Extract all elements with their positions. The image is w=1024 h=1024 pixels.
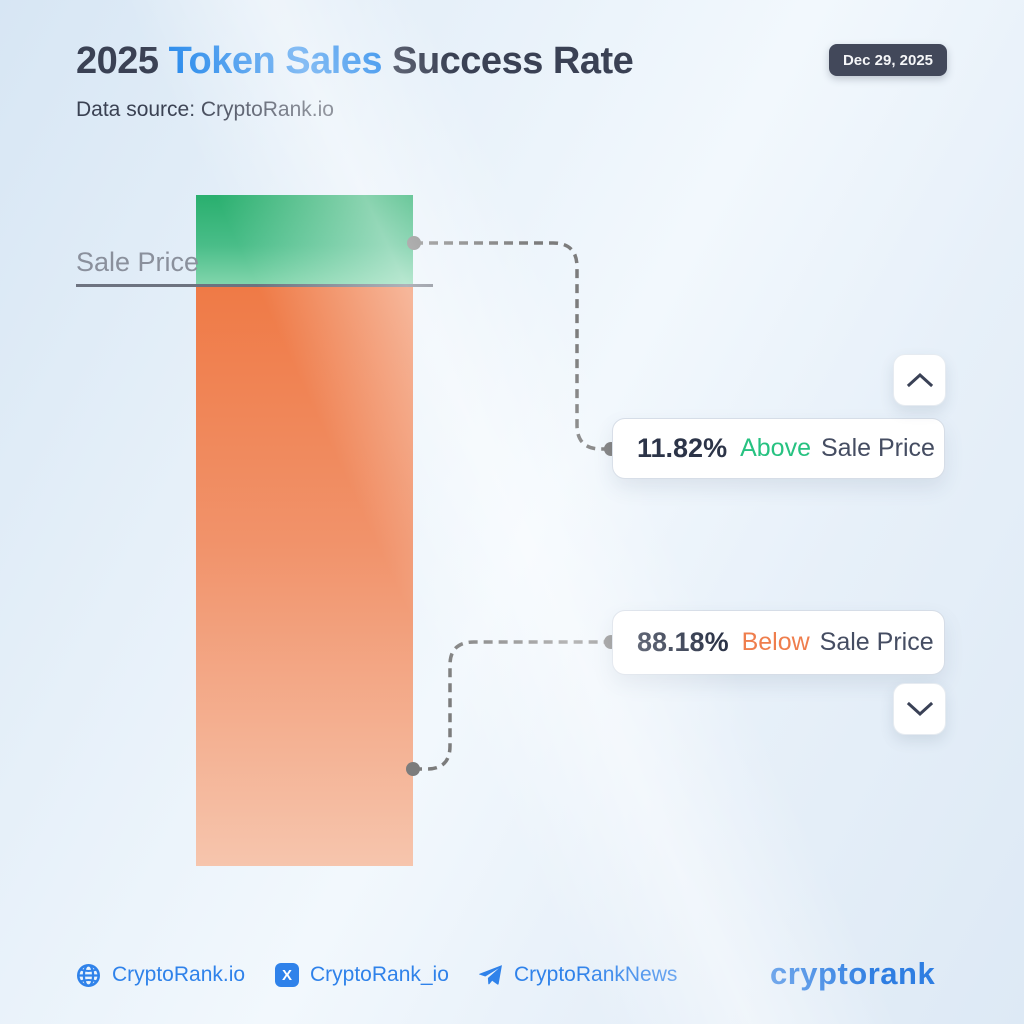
x-icon: X <box>275 963 299 987</box>
above-percent-value: 11.82% <box>637 433 728 463</box>
annotation-card-below: 88.18% Below Sale Price <box>612 610 945 675</box>
below-keyword: Below <box>741 628 810 656</box>
bar-segment-below-sale-price <box>196 286 413 866</box>
chevron-up-icon <box>906 372 933 388</box>
connector-below <box>413 640 607 771</box>
annotation-card-above: 11.82% Above Sale Price <box>612 418 945 479</box>
brand-logo: cryptorank <box>770 956 936 991</box>
chevron-down-button[interactable] <box>893 683 946 735</box>
data-source-subtitle: Data source: CryptoRank.io <box>76 98 334 121</box>
sale-price-baseline <box>76 284 433 287</box>
chevron-down-icon <box>906 701 933 717</box>
title-highlight: Token Sales <box>168 40 383 82</box>
title-rest: Success Rate <box>382 40 634 82</box>
footer-link-label: CryptoRank_io <box>310 963 449 986</box>
below-percent-value: 88.18% <box>637 627 729 657</box>
above-suffix: Sale Price <box>820 434 935 462</box>
telegram-icon <box>479 964 502 985</box>
footer-link-website[interactable]: CryptoRank.io <box>76 961 245 989</box>
chevron-up-button[interactable] <box>893 354 946 406</box>
footer-link-x[interactable]: X CryptoRank_io <box>275 961 449 989</box>
page-title: 2025 Token Sales Success Rate <box>76 40 634 83</box>
title-year: 2025 <box>76 40 169 82</box>
sale-price-label: Sale Price <box>76 247 200 277</box>
above-keyword: Above <box>740 434 811 462</box>
date-badge: Dec 29, 2025 <box>829 44 947 76</box>
connector-above <box>414 241 607 451</box>
globe-icon <box>77 963 100 987</box>
bar-segment-above-sale-price <box>196 195 413 286</box>
below-suffix: Sale Price <box>819 628 934 656</box>
footer-link-telegram[interactable]: CryptoRankNews <box>478 961 677 989</box>
footer-link-label: CryptoRankNews <box>514 963 678 986</box>
footer-link-label: CryptoRank.io <box>112 963 246 986</box>
